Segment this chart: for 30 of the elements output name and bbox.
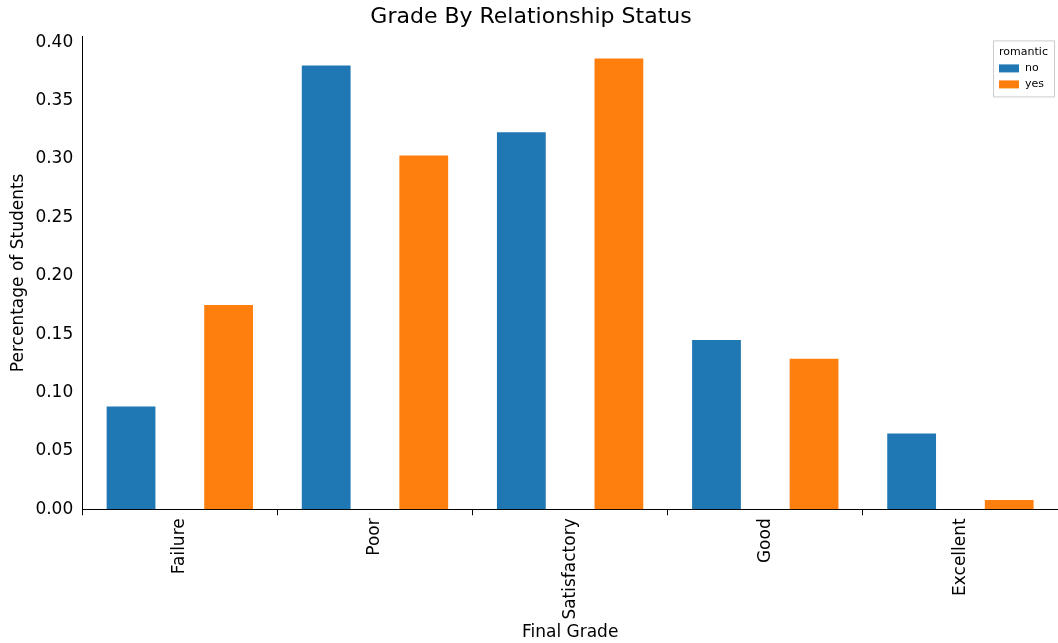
y-tick-label: 0.35: [35, 89, 74, 110]
legend-label: yes: [1024, 77, 1045, 91]
x-tick-label: Excellent: [948, 517, 969, 596]
y-tick-label: 0.25: [35, 205, 74, 226]
bar: [594, 58, 644, 510]
x-axis-title: Final Grade: [521, 621, 619, 642]
y-axis-title: Percentage of Students: [6, 173, 27, 373]
legend-title: romantic: [999, 45, 1048, 59]
bar: [399, 155, 449, 510]
x-tick-label: Poor: [363, 518, 384, 556]
y-tick-label: 0.30: [35, 147, 74, 168]
bar: [887, 433, 937, 510]
y-tick-label: 0.05: [35, 439, 74, 460]
y-tick-label: 0.20: [35, 264, 74, 285]
chart-title: Grade By Relationship Status: [370, 2, 692, 28]
bar: [301, 65, 351, 510]
bar: [204, 304, 254, 510]
legend-label: no: [1024, 61, 1039, 75]
bar: [106, 406, 156, 510]
x-tick-label: Failure: [168, 518, 189, 575]
bar: [789, 358, 839, 510]
bar: [692, 339, 741, 510]
y-tick-label: 0.15: [35, 322, 74, 343]
y-tick-label: 0.10: [35, 380, 74, 401]
x-tick-label: Satisfactory: [558, 518, 579, 620]
bar: [496, 132, 546, 510]
y-tick-label: 0.40: [35, 30, 74, 51]
y-tick-label: 0.00: [35, 497, 74, 518]
bar: [984, 499, 1034, 510]
x-tick-label: Good: [753, 518, 774, 564]
